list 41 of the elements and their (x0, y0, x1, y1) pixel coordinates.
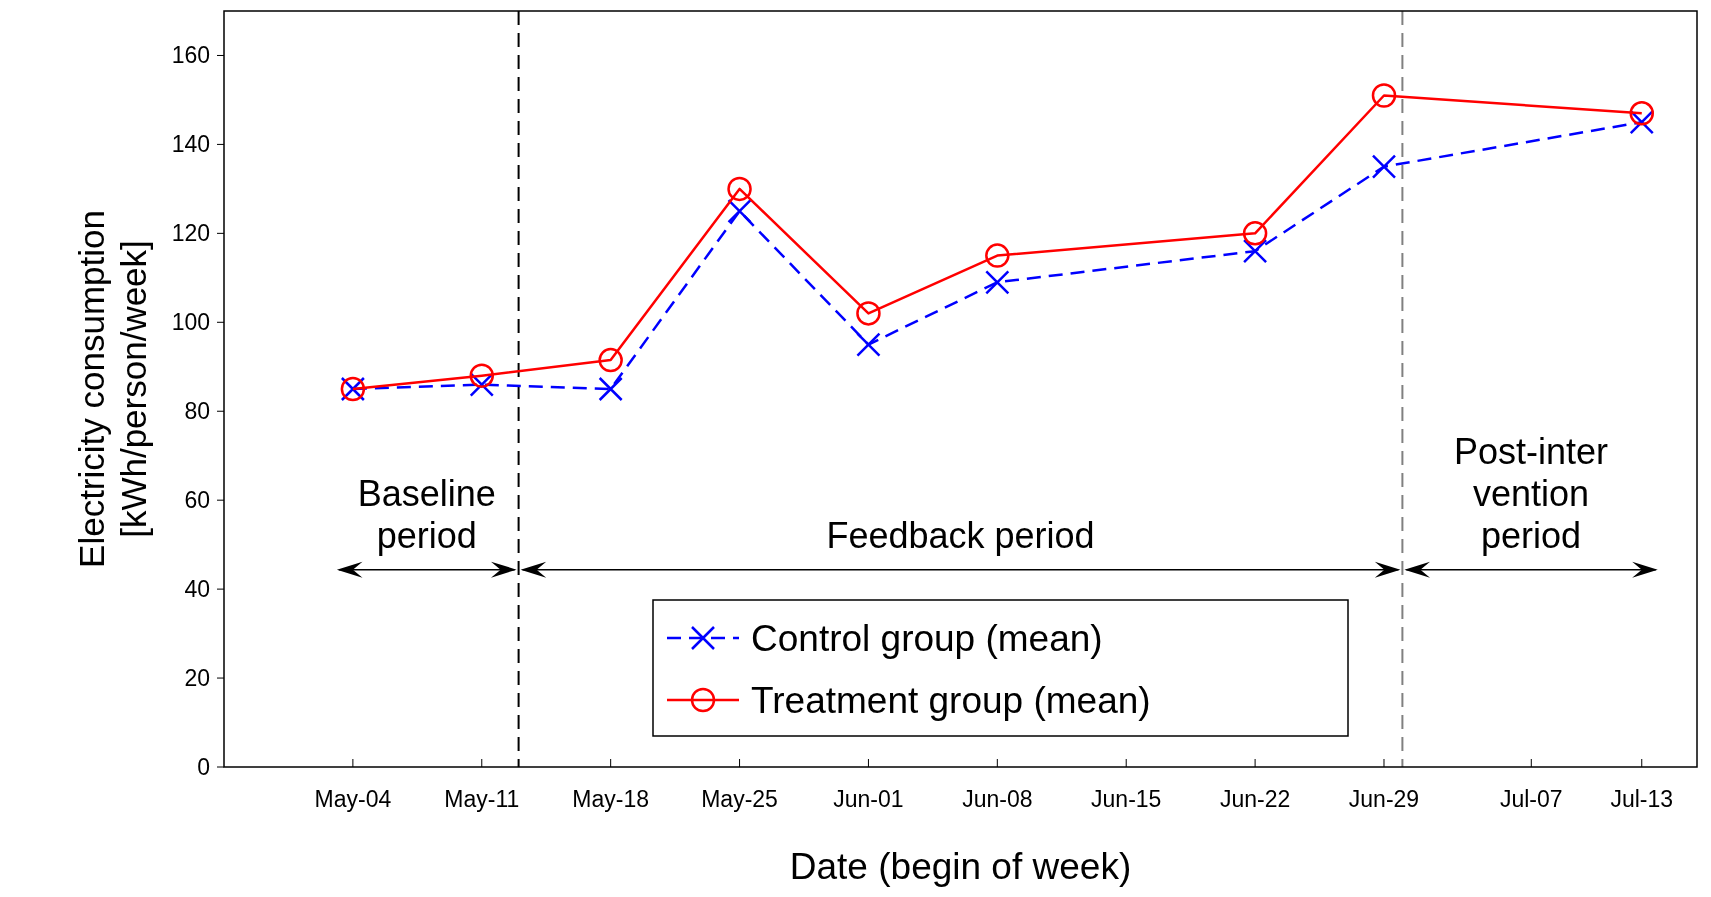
x-tick-label: Jun-08 (962, 786, 1033, 812)
y-tick-label: 60 (184, 487, 210, 514)
point (598, 376, 623, 402)
x-tick-label: May-25 (701, 786, 778, 812)
point (856, 301, 881, 326)
point (1371, 83, 1397, 108)
x-tick-label: Jul-13 (1610, 786, 1674, 812)
y-tick-label: 40 (184, 576, 210, 603)
y-tick-label: 120 (171, 220, 210, 247)
x-tick-label: May-11 (444, 786, 520, 812)
y-tick-label: 100 (171, 309, 210, 336)
y-tick-label: 140 (171, 131, 210, 158)
point (985, 270, 1010, 295)
annotation: Baseline period (357, 472, 496, 556)
y-tick-label: 80 (184, 398, 210, 425)
x-tick-label: May-04 (314, 786, 392, 812)
point (985, 243, 1010, 268)
x-tick-label: Jul-07 (1499, 786, 1563, 812)
point (1242, 221, 1268, 246)
x-tick-label: May-18 (572, 786, 650, 812)
point (469, 363, 495, 388)
point (727, 198, 752, 224)
x-axis-title: Date (begin of week) (789, 846, 1132, 887)
y-tick-label: 20 (184, 665, 210, 692)
x-tick-label: Jun-01 (833, 786, 904, 812)
x-tick-label: Jun-22 (1219, 786, 1291, 812)
y-axis-title: Electricity consumption [kWh/person/week] (72, 210, 153, 568)
point (856, 332, 881, 357)
point (1629, 101, 1655, 126)
legend-label: Treatment group (mean) (751, 680, 1151, 721)
x-tick-label: Jun-29 (1348, 786, 1420, 812)
annotation: Post-inter vention period (1454, 430, 1609, 556)
y-tick-label: 0 (197, 754, 210, 780)
point (598, 347, 623, 373)
annotation: Feedback period (826, 514, 1095, 556)
point (1242, 238, 1268, 264)
point (727, 176, 752, 202)
legend-label: Control group (mean) (751, 618, 1103, 659)
x-tick-label: Jun-15 (1091, 786, 1162, 812)
point (1371, 154, 1397, 179)
y-tick-label: 160 (171, 42, 210, 69)
